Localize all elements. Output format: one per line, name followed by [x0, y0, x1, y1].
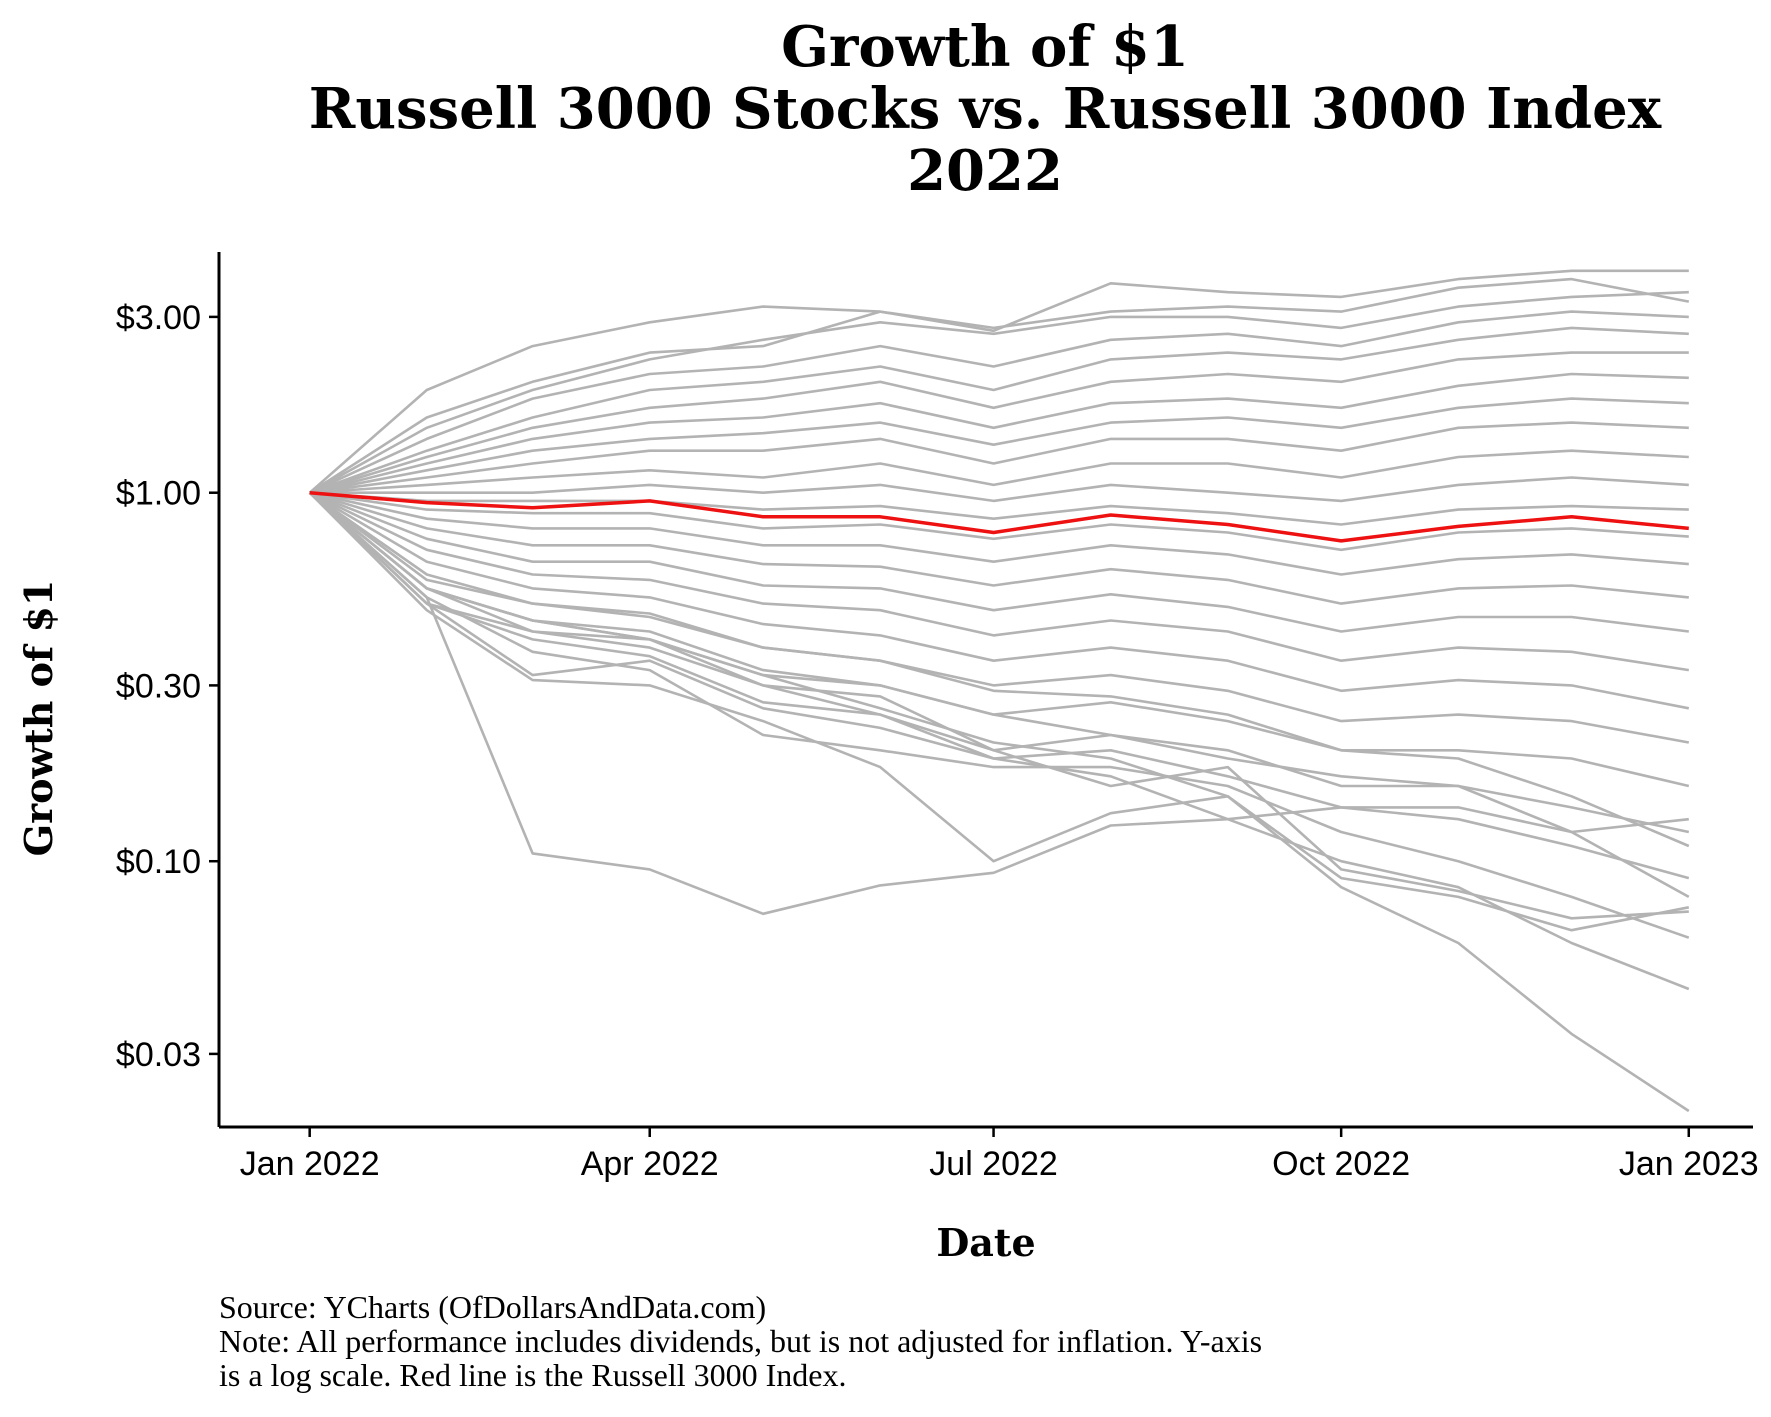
title-line-2: Russell 3000 Stocks vs. Russell 3000 Ind…	[309, 76, 1662, 142]
y-tick-label: $0.10	[116, 843, 201, 881]
stock-line	[309, 491, 1689, 605]
stock-line	[309, 421, 1689, 494]
stock-line	[309, 491, 1689, 576]
title-line-1: Growth of $1	[781, 14, 1189, 80]
x-tick-label: Jan 2022	[240, 1145, 380, 1183]
caption-source: Source: YCharts (OfDollarsAndData.com)	[219, 1289, 766, 1325]
y-axis-title: Growth of $1	[16, 580, 61, 857]
stock-line	[308, 491, 1690, 932]
y-tick-label: $3.00	[116, 299, 201, 337]
caption-note-line-2: is a log scale. Red line is the Russell …	[219, 1357, 846, 1393]
stock-line	[308, 277, 1690, 494]
stock-line	[309, 449, 1689, 494]
stock-line	[309, 476, 1689, 503]
stock-line	[309, 326, 1689, 494]
stock-line	[309, 351, 1689, 494]
chart-title: Growth of $1 Russell 3000 Stocks vs. Rus…	[309, 14, 1662, 204]
stock-line	[309, 491, 1689, 633]
x-tick-label: Oct 2022	[1272, 1145, 1410, 1183]
stock-line	[308, 491, 1690, 899]
stock-line	[308, 491, 1690, 991]
stock-lines	[308, 269, 1690, 1113]
y-tick-label: $0.03	[116, 1036, 201, 1074]
stock-line	[309, 290, 1689, 494]
title-line-3: 2022	[907, 138, 1063, 204]
index-line-group	[309, 490, 1689, 543]
caption-note-line-1: Note: All performance includes dividends…	[219, 1323, 1262, 1359]
stock-line	[309, 491, 1689, 526]
x-tick-label: Jan 2023	[1619, 1145, 1759, 1183]
caption: Source: YCharts (OfDollarsAndData.com) N…	[219, 1289, 1262, 1393]
stock-line	[308, 491, 1689, 920]
stock-line	[308, 269, 1689, 494]
stock-line	[309, 372, 1689, 494]
stock-line	[309, 491, 1690, 710]
x-axis-ticks: Jan 2022 Apr 2022 Jul 2022 Oct 2022 Jan 2023	[240, 1127, 1759, 1183]
y-axis-ticks: $3.00 $1.00 $0.30 $0.10 $0.03	[116, 299, 219, 1074]
stock-line	[308, 491, 1689, 916]
x-tick-label: Apr 2022	[581, 1145, 719, 1183]
stock-line	[309, 310, 1689, 494]
x-tick-label: Jul 2022	[929, 1145, 1058, 1183]
y-tick-label: $1.00	[116, 475, 201, 513]
index-line	[309, 490, 1689, 543]
stock-line	[308, 491, 1690, 939]
stock-line	[309, 491, 1690, 672]
y-tick-label: $0.30	[116, 667, 201, 705]
stock-line	[309, 491, 1689, 552]
x-axis-title: Date	[936, 1220, 1035, 1265]
stock-line	[308, 491, 1690, 848]
stock-line	[309, 397, 1689, 494]
